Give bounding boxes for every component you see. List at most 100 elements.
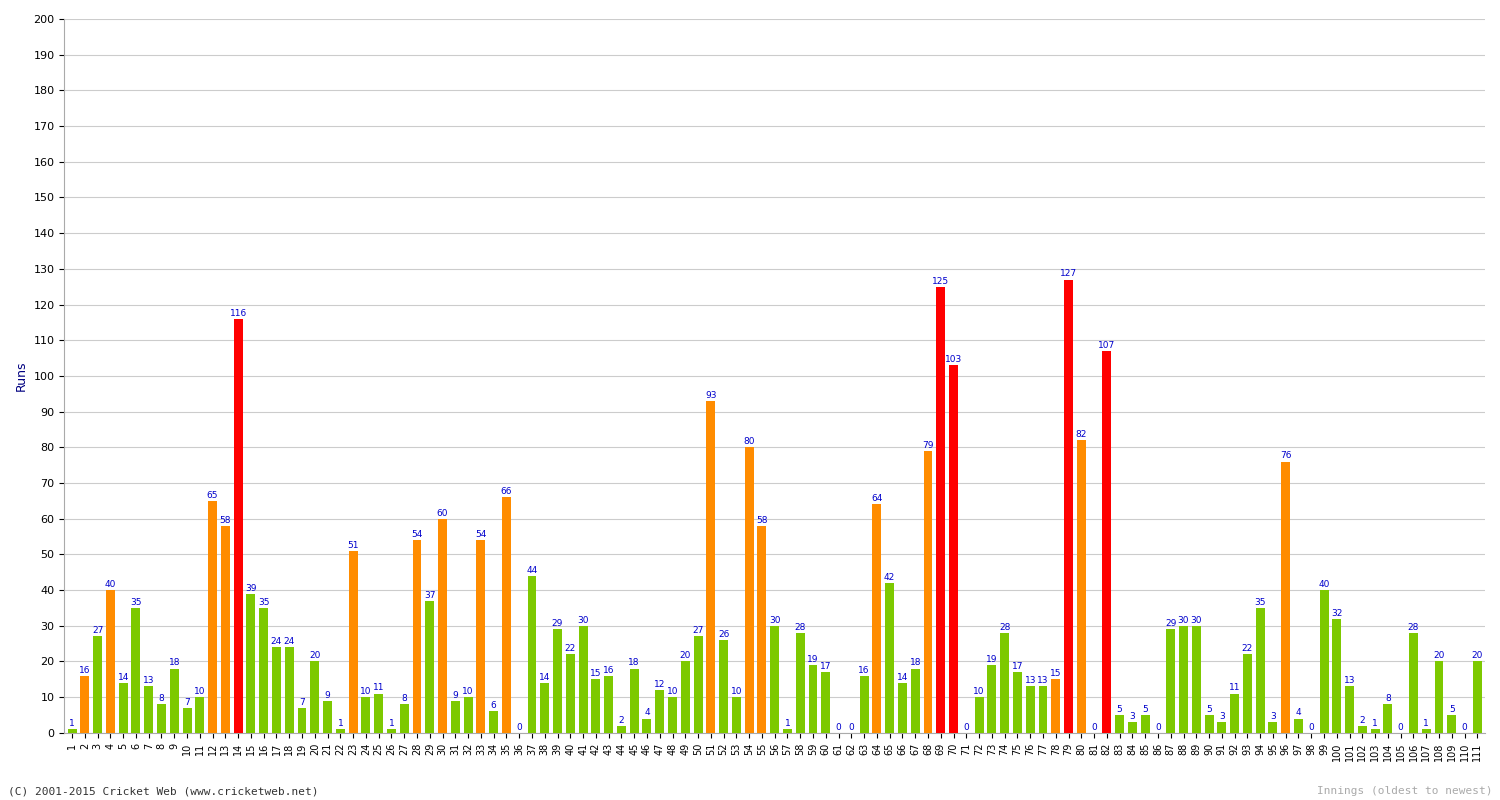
- Text: 18: 18: [909, 658, 921, 667]
- Bar: [195, 697, 204, 733]
- Text: 4: 4: [1296, 709, 1302, 718]
- Text: 79: 79: [922, 441, 934, 450]
- Bar: [1256, 608, 1264, 733]
- Text: 40: 40: [105, 580, 116, 589]
- Bar: [362, 697, 370, 733]
- Bar: [1038, 686, 1047, 733]
- Text: 10: 10: [360, 687, 372, 696]
- Text: 3: 3: [1270, 712, 1276, 721]
- Bar: [1167, 630, 1174, 733]
- Bar: [1383, 704, 1392, 733]
- Bar: [260, 608, 268, 733]
- Bar: [758, 526, 766, 733]
- Text: Innings (oldest to newest): Innings (oldest to newest): [1317, 786, 1492, 796]
- Bar: [1179, 626, 1188, 733]
- Text: 7: 7: [184, 698, 190, 706]
- Text: 0: 0: [836, 722, 842, 732]
- Bar: [1408, 633, 1418, 733]
- Bar: [566, 654, 574, 733]
- Text: 10: 10: [974, 687, 986, 696]
- Bar: [209, 501, 218, 733]
- Bar: [808, 665, 818, 733]
- Bar: [910, 669, 920, 733]
- Bar: [322, 701, 332, 733]
- Bar: [1218, 722, 1227, 733]
- Bar: [744, 447, 753, 733]
- Text: 39: 39: [244, 583, 256, 593]
- Text: 22: 22: [564, 644, 576, 653]
- Text: 5: 5: [1118, 705, 1122, 714]
- Bar: [158, 704, 166, 733]
- Bar: [144, 686, 153, 733]
- Bar: [1358, 726, 1366, 733]
- Text: 22: 22: [1242, 644, 1252, 653]
- Text: 14: 14: [538, 673, 550, 682]
- Text: 0: 0: [963, 722, 969, 732]
- Text: (C) 2001-2015 Cricket Web (www.cricketweb.net): (C) 2001-2015 Cricket Web (www.cricketwe…: [8, 786, 318, 796]
- Bar: [106, 590, 116, 733]
- Text: 9: 9: [324, 690, 330, 699]
- Bar: [400, 704, 408, 733]
- Text: 35: 35: [1254, 598, 1266, 606]
- Text: 0: 0: [516, 722, 522, 732]
- Bar: [1269, 722, 1278, 733]
- Bar: [336, 730, 345, 733]
- Bar: [452, 701, 460, 733]
- Bar: [1371, 730, 1380, 733]
- Bar: [1281, 462, 1290, 733]
- Text: 54: 54: [411, 530, 423, 539]
- Text: 7: 7: [298, 698, 304, 706]
- Text: 30: 30: [1178, 616, 1190, 625]
- Text: 13: 13: [1036, 676, 1048, 686]
- Text: 8: 8: [402, 694, 406, 703]
- Bar: [770, 626, 778, 733]
- Bar: [1026, 686, 1035, 733]
- Bar: [272, 647, 280, 733]
- Text: 18: 18: [628, 658, 640, 667]
- Text: 20: 20: [309, 651, 321, 660]
- Text: 29: 29: [1166, 619, 1176, 628]
- Bar: [1192, 626, 1202, 733]
- Bar: [975, 697, 984, 733]
- Bar: [693, 637, 702, 733]
- Text: 17: 17: [1011, 662, 1023, 671]
- Text: 16: 16: [603, 666, 615, 674]
- Text: 65: 65: [207, 490, 219, 500]
- Bar: [924, 451, 933, 733]
- Bar: [783, 730, 792, 733]
- Text: 42: 42: [884, 573, 896, 582]
- Text: 107: 107: [1098, 341, 1116, 350]
- Bar: [718, 640, 728, 733]
- Text: 2: 2: [1359, 715, 1365, 725]
- Bar: [987, 665, 996, 733]
- Y-axis label: Runs: Runs: [15, 361, 28, 391]
- Text: 15: 15: [1050, 669, 1062, 678]
- Bar: [822, 672, 831, 733]
- Text: 27: 27: [92, 626, 104, 635]
- Text: 1: 1: [1372, 719, 1378, 728]
- Bar: [1320, 590, 1329, 733]
- Bar: [796, 633, 804, 733]
- Text: 51: 51: [348, 541, 358, 550]
- Bar: [885, 583, 894, 733]
- Text: 19: 19: [807, 655, 819, 664]
- Text: 10: 10: [462, 687, 474, 696]
- Bar: [246, 594, 255, 733]
- Text: 5: 5: [1449, 705, 1455, 714]
- Bar: [1294, 718, 1304, 733]
- Bar: [1102, 351, 1112, 733]
- Bar: [1013, 672, 1022, 733]
- Text: 5: 5: [1206, 705, 1212, 714]
- Bar: [503, 498, 512, 733]
- Text: 93: 93: [705, 391, 717, 400]
- Bar: [1332, 618, 1341, 733]
- Text: 30: 30: [770, 616, 780, 625]
- Text: 16: 16: [80, 666, 90, 674]
- Bar: [540, 683, 549, 733]
- Text: 30: 30: [1191, 616, 1202, 625]
- Text: 28: 28: [795, 622, 806, 632]
- Text: 20: 20: [1472, 651, 1484, 660]
- Text: 127: 127: [1060, 270, 1077, 278]
- Text: 3: 3: [1220, 712, 1224, 721]
- Bar: [706, 401, 716, 733]
